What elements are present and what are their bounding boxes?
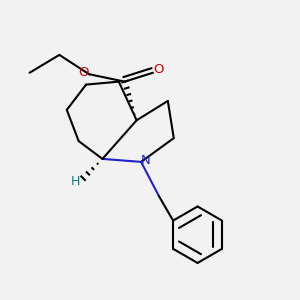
Text: N: N bbox=[141, 154, 150, 167]
Text: O: O bbox=[79, 66, 89, 79]
Text: H: H bbox=[71, 175, 80, 188]
Text: O: O bbox=[153, 63, 164, 76]
